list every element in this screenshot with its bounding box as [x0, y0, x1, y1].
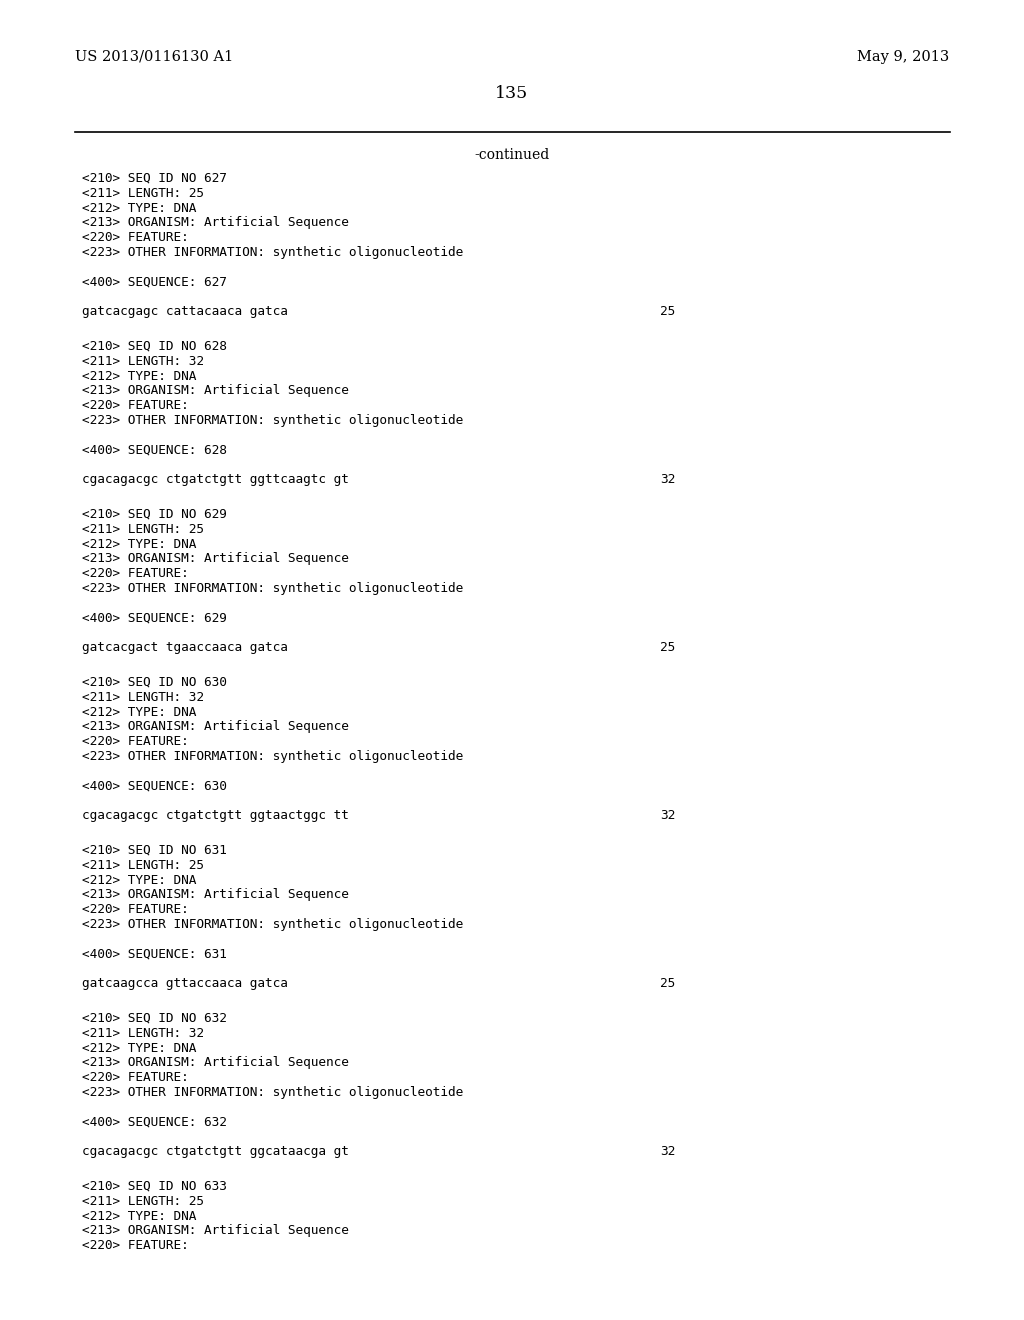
Text: <211> LENGTH: 25: <211> LENGTH: 25 [82, 187, 204, 199]
Text: <220> FEATURE:: <220> FEATURE: [82, 735, 188, 748]
Text: 135: 135 [496, 84, 528, 102]
Text: <211> LENGTH: 25: <211> LENGTH: 25 [82, 523, 204, 536]
Text: cgacagacgc ctgatctgtt ggttcaagtc gt: cgacagacgc ctgatctgtt ggttcaagtc gt [82, 473, 349, 486]
Text: <213> ORGANISM: Artificial Sequence: <213> ORGANISM: Artificial Sequence [82, 1225, 349, 1237]
Text: <212> TYPE: DNA: <212> TYPE: DNA [82, 202, 197, 215]
Text: gatcaagcca gttaccaaca gatca: gatcaagcca gttaccaaca gatca [82, 977, 288, 990]
Text: <223> OTHER INFORMATION: synthetic oligonucleotide: <223> OTHER INFORMATION: synthetic oligo… [82, 414, 463, 426]
Text: <223> OTHER INFORMATION: synthetic oligonucleotide: <223> OTHER INFORMATION: synthetic oligo… [82, 917, 463, 931]
Text: <400> SEQUENCE: 630: <400> SEQUENCE: 630 [82, 780, 227, 792]
Text: <211> LENGTH: 32: <211> LENGTH: 32 [82, 355, 204, 368]
Text: <400> SEQUENCE: 632: <400> SEQUENCE: 632 [82, 1115, 227, 1129]
Text: cgacagacgc ctgatctgtt ggtaactggc tt: cgacagacgc ctgatctgtt ggtaactggc tt [82, 809, 349, 822]
Text: gatcacgact tgaaccaaca gatca: gatcacgact tgaaccaaca gatca [82, 642, 288, 655]
Text: <210> SEQ ID NO 632: <210> SEQ ID NO 632 [82, 1012, 227, 1026]
Text: <213> ORGANISM: Artificial Sequence: <213> ORGANISM: Artificial Sequence [82, 552, 349, 565]
Text: <400> SEQUENCE: 628: <400> SEQUENCE: 628 [82, 444, 227, 457]
Text: <220> FEATURE:: <220> FEATURE: [82, 231, 188, 244]
Text: <212> TYPE: DNA: <212> TYPE: DNA [82, 1041, 197, 1055]
Text: <210> SEQ ID NO 633: <210> SEQ ID NO 633 [82, 1180, 227, 1193]
Text: <210> SEQ ID NO 630: <210> SEQ ID NO 630 [82, 676, 227, 689]
Text: <223> OTHER INFORMATION: synthetic oligonucleotide: <223> OTHER INFORMATION: synthetic oligo… [82, 582, 463, 595]
Text: <400> SEQUENCE: 631: <400> SEQUENCE: 631 [82, 948, 227, 961]
Text: <220> FEATURE:: <220> FEATURE: [82, 1072, 188, 1084]
Text: <212> TYPE: DNA: <212> TYPE: DNA [82, 370, 197, 383]
Text: <220> FEATURE:: <220> FEATURE: [82, 1239, 188, 1253]
Text: <400> SEQUENCE: 629: <400> SEQUENCE: 629 [82, 611, 227, 624]
Text: cgacagacgc ctgatctgtt ggcataacga gt: cgacagacgc ctgatctgtt ggcataacga gt [82, 1146, 349, 1158]
Text: 32: 32 [660, 1146, 675, 1158]
Text: <213> ORGANISM: Artificial Sequence: <213> ORGANISM: Artificial Sequence [82, 384, 349, 397]
Text: <210> SEQ ID NO 627: <210> SEQ ID NO 627 [82, 172, 227, 185]
Text: 32: 32 [660, 473, 675, 486]
Text: <223> OTHER INFORMATION: synthetic oligonucleotide: <223> OTHER INFORMATION: synthetic oligo… [82, 750, 463, 763]
Text: <210> SEQ ID NO 628: <210> SEQ ID NO 628 [82, 341, 227, 352]
Text: 32: 32 [660, 809, 675, 822]
Text: 25: 25 [660, 642, 675, 655]
Text: <212> TYPE: DNA: <212> TYPE: DNA [82, 1209, 197, 1222]
Text: gatcacgagc cattacaaca gatca: gatcacgagc cattacaaca gatca [82, 305, 288, 318]
Text: <220> FEATURE:: <220> FEATURE: [82, 903, 188, 916]
Text: <223> OTHER INFORMATION: synthetic oligonucleotide: <223> OTHER INFORMATION: synthetic oligo… [82, 246, 463, 259]
Text: <212> TYPE: DNA: <212> TYPE: DNA [82, 537, 197, 550]
Text: <223> OTHER INFORMATION: synthetic oligonucleotide: <223> OTHER INFORMATION: synthetic oligo… [82, 1086, 463, 1100]
Text: -continued: -continued [474, 148, 550, 162]
Text: May 9, 2013: May 9, 2013 [857, 50, 949, 63]
Text: <211> LENGTH: 25: <211> LENGTH: 25 [82, 1195, 204, 1208]
Text: <400> SEQUENCE: 627: <400> SEQUENCE: 627 [82, 276, 227, 289]
Text: <213> ORGANISM: Artificial Sequence: <213> ORGANISM: Artificial Sequence [82, 216, 349, 230]
Text: US 2013/0116130 A1: US 2013/0116130 A1 [75, 50, 233, 63]
Text: <220> FEATURE:: <220> FEATURE: [82, 399, 188, 412]
Text: <211> LENGTH: 32: <211> LENGTH: 32 [82, 1027, 204, 1040]
Text: <211> LENGTH: 32: <211> LENGTH: 32 [82, 690, 204, 704]
Text: 25: 25 [660, 977, 675, 990]
Text: <213> ORGANISM: Artificial Sequence: <213> ORGANISM: Artificial Sequence [82, 721, 349, 734]
Text: <212> TYPE: DNA: <212> TYPE: DNA [82, 706, 197, 718]
Text: <210> SEQ ID NO 629: <210> SEQ ID NO 629 [82, 508, 227, 521]
Text: <213> ORGANISM: Artificial Sequence: <213> ORGANISM: Artificial Sequence [82, 888, 349, 902]
Text: <213> ORGANISM: Artificial Sequence: <213> ORGANISM: Artificial Sequence [82, 1056, 349, 1069]
Text: <210> SEQ ID NO 631: <210> SEQ ID NO 631 [82, 843, 227, 857]
Text: 25: 25 [660, 305, 675, 318]
Text: <220> FEATURE:: <220> FEATURE: [82, 568, 188, 581]
Text: <212> TYPE: DNA: <212> TYPE: DNA [82, 874, 197, 887]
Text: <211> LENGTH: 25: <211> LENGTH: 25 [82, 859, 204, 871]
